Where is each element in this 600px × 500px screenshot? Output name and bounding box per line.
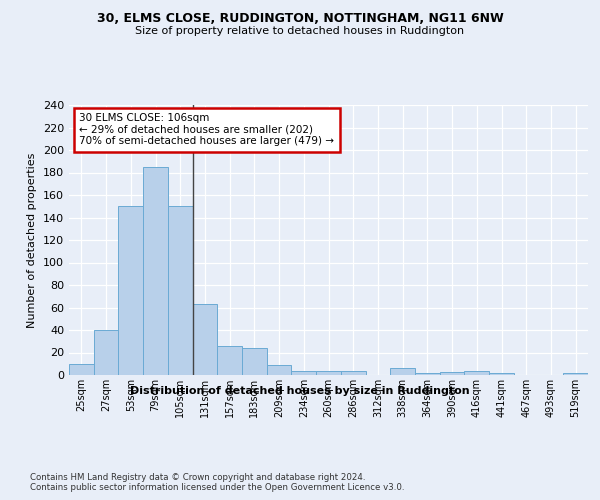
Bar <box>242 348 267 375</box>
Bar <box>69 364 94 375</box>
Bar <box>415 373 440 375</box>
Bar <box>292 370 316 375</box>
Bar <box>316 370 341 375</box>
Text: 30 ELMS CLOSE: 106sqm
← 29% of detached houses are smaller (202)
70% of semi-det: 30 ELMS CLOSE: 106sqm ← 29% of detached … <box>79 113 334 146</box>
Bar <box>464 370 489 375</box>
Bar <box>168 206 193 375</box>
Text: Distribution of detached houses by size in Ruddington: Distribution of detached houses by size … <box>130 386 470 396</box>
Bar <box>143 167 168 375</box>
Text: Size of property relative to detached houses in Ruddington: Size of property relative to detached ho… <box>136 26 464 36</box>
Y-axis label: Number of detached properties: Number of detached properties <box>28 152 37 328</box>
Bar <box>563 373 588 375</box>
Bar <box>390 368 415 375</box>
Text: Contains HM Land Registry data © Crown copyright and database right 2024.: Contains HM Land Registry data © Crown c… <box>30 472 365 482</box>
Bar <box>217 346 242 375</box>
Bar <box>440 372 464 375</box>
Bar <box>267 365 292 375</box>
Bar <box>193 304 217 375</box>
Bar <box>94 330 118 375</box>
Bar <box>489 373 514 375</box>
Text: Contains public sector information licensed under the Open Government Licence v3: Contains public sector information licen… <box>30 484 404 492</box>
Text: 30, ELMS CLOSE, RUDDINGTON, NOTTINGHAM, NG11 6NW: 30, ELMS CLOSE, RUDDINGTON, NOTTINGHAM, … <box>97 12 503 26</box>
Bar <box>118 206 143 375</box>
Bar <box>341 370 365 375</box>
